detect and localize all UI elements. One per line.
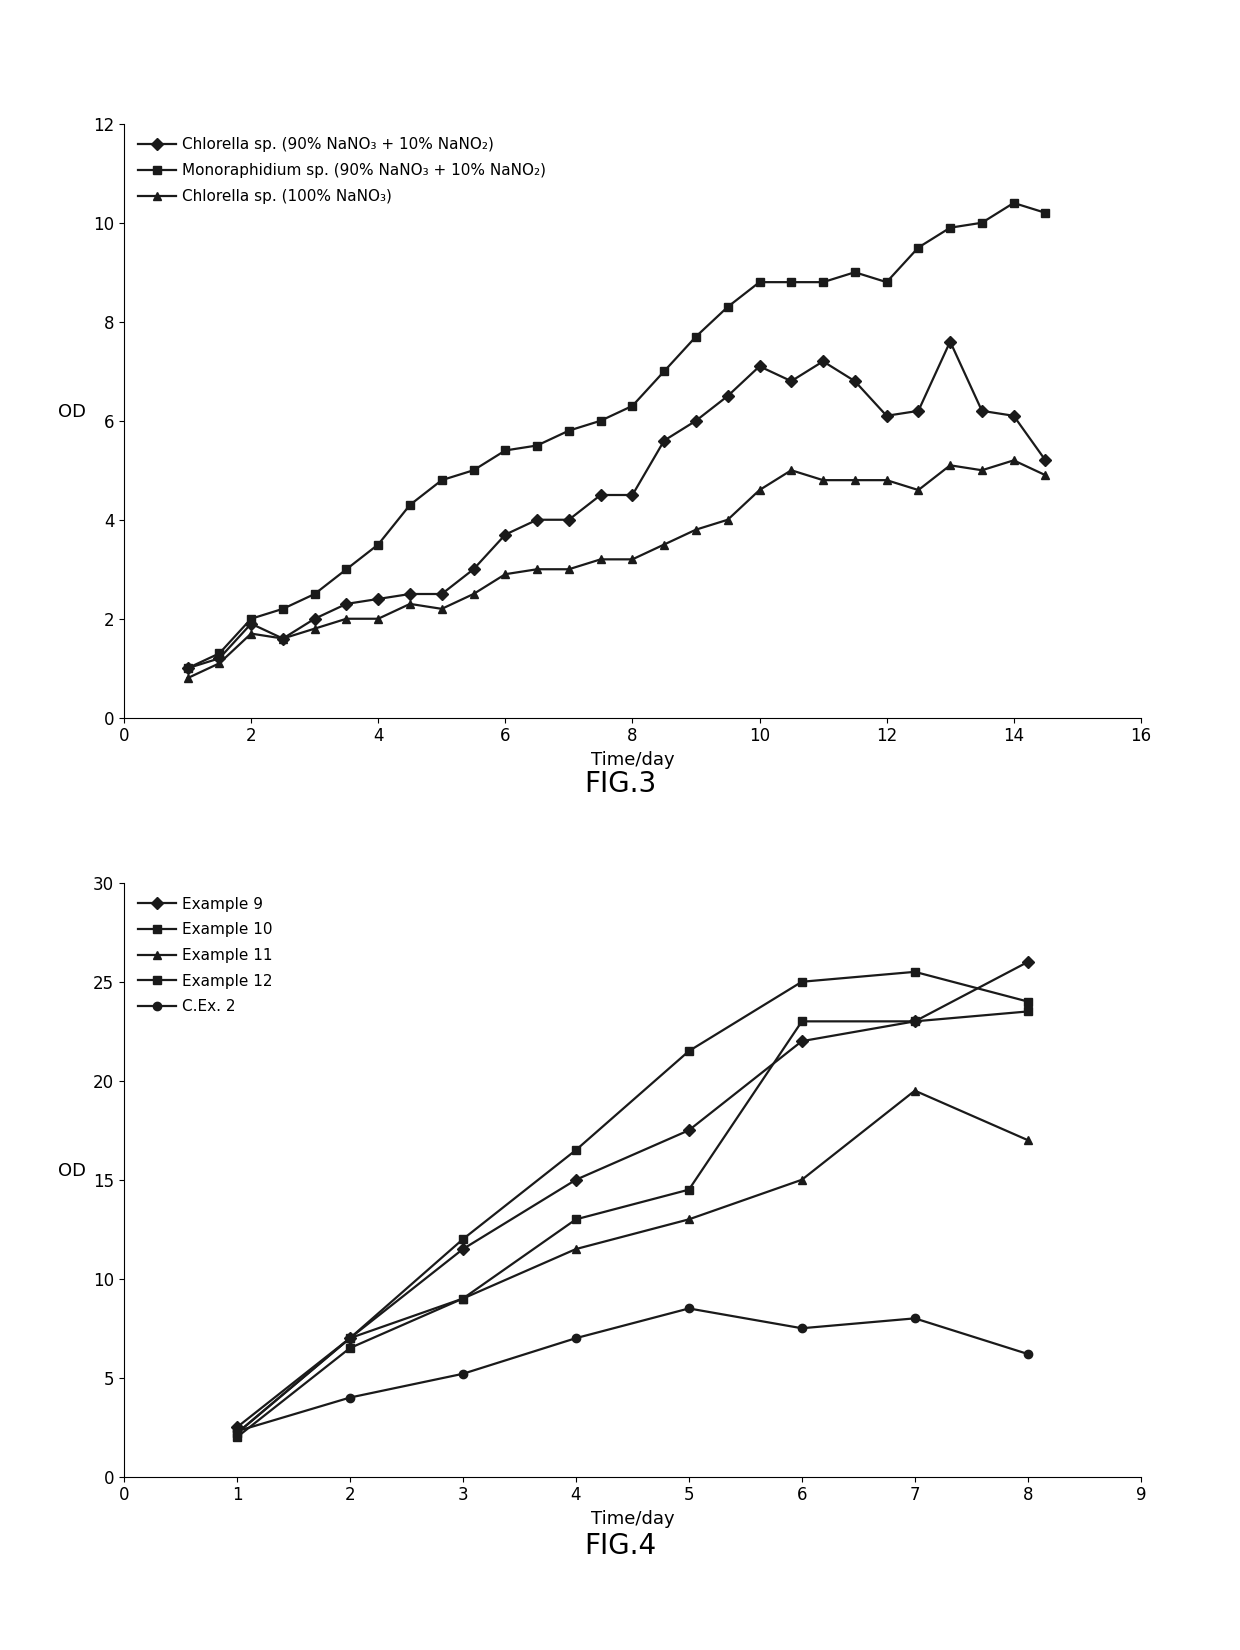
Y-axis label: OD: OD [58,403,87,421]
X-axis label: Time/day: Time/day [590,751,675,769]
Legend: Example 9, Example 10, Example 11, Example 12, C.Ex. 2: Example 9, Example 10, Example 11, Examp… [131,891,279,1020]
Text: FIG.4: FIG.4 [584,1533,656,1559]
Legend: Chlorella sp. (90% NaNO₃ + 10% NaNO₂), Monoraphidium sp. (90% NaNO₃ + 10% NaNO₂): Chlorella sp. (90% NaNO₃ + 10% NaNO₂), M… [131,132,552,210]
X-axis label: Time/day: Time/day [590,1510,675,1528]
Y-axis label: OD: OD [58,1162,87,1180]
Text: FIG.3: FIG.3 [584,771,656,797]
